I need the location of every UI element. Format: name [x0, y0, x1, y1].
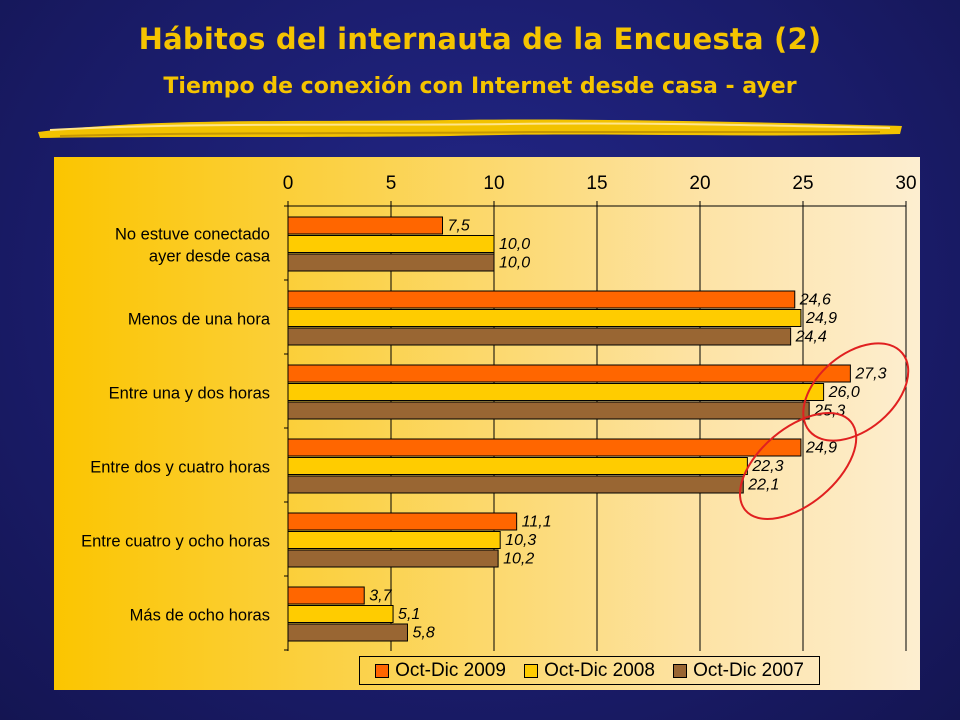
- bar: [287, 309, 802, 327]
- bar: [287, 549, 499, 568]
- data-label: 5,8: [412, 625, 434, 642]
- data-label: 27,3: [854, 366, 886, 383]
- legend-item-2009: Oct-Dic 2009: [375, 660, 506, 682]
- data-label: 10,0: [499, 255, 530, 272]
- bar-chart: 0 5 10 15 20 25 30 No estuve conectado ayer desd…: [81, 173, 917, 651]
- data-label: 11,1: [522, 514, 552, 531]
- category-label: Entre cuatro y ocho horas: [81, 532, 270, 550]
- highlight-ellipse: [738, 412, 858, 520]
- legend-label-2009: Oct-Dic 2009: [395, 659, 506, 681]
- bar: [287, 586, 365, 605]
- x-tick-label: 5: [386, 173, 397, 194]
- x-tick-label: 10: [483, 173, 504, 194]
- bar: [287, 290, 796, 309]
- x-tick-label: 25: [792, 173, 813, 194]
- bar: [287, 438, 802, 457]
- data-label: 24,4: [795, 329, 827, 346]
- data-label: 10,0: [499, 236, 530, 253]
- data-label: 10,3: [505, 532, 536, 549]
- bar: [287, 457, 748, 475]
- bar: [287, 623, 408, 642]
- data-label: 22,1: [747, 477, 779, 494]
- x-tick-label: 30: [895, 173, 916, 194]
- data-label: 26,0: [828, 384, 860, 401]
- highlight-ellipse: [802, 342, 910, 442]
- bar: [287, 605, 394, 623]
- decorative-brush-stroke: [38, 119, 902, 138]
- x-tick-label: 15: [586, 173, 607, 194]
- bar: [287, 383, 825, 401]
- data-label: 24,9: [805, 310, 837, 327]
- category-label: ayer desde casa: [149, 247, 271, 265]
- chart-legend: Oct-Dic 2009 Oct-Dic 2008 Oct-Dic 2007: [359, 656, 820, 685]
- legend-swatch-2008: [524, 663, 539, 678]
- data-label: 24,9: [805, 440, 837, 457]
- bar: [287, 475, 744, 494]
- bar: [287, 364, 851, 383]
- legend-label-2008: Oct-Dic 2008: [544, 659, 655, 681]
- bar: [287, 253, 495, 272]
- slide-subtitle: Tiempo de conexión con Internet desde ca…: [163, 74, 797, 99]
- category-label: Más de ocho horas: [130, 606, 270, 624]
- x-tick-label: 20: [689, 173, 710, 194]
- data-label: 7,5: [448, 218, 470, 235]
- bar: [287, 327, 792, 346]
- bar: [287, 531, 501, 549]
- bar: [287, 401, 810, 420]
- category-label: Menos de una hora: [128, 310, 271, 328]
- legend-swatch-2007: [673, 663, 688, 678]
- data-label: 3,7: [369, 588, 392, 605]
- category-label: Entre una y dos horas: [109, 384, 270, 402]
- data-label: 10,2: [503, 551, 534, 568]
- data-label: 24,6: [799, 292, 831, 309]
- category-label: No estuve conectado: [115, 225, 270, 243]
- data-label: 5,1: [398, 606, 420, 623]
- data-label: 25,3: [813, 403, 845, 420]
- data-label: 22,3: [751, 458, 783, 475]
- bar: [287, 216, 443, 235]
- slide-title: Hábitos del internauta de la Encuesta (2…: [138, 22, 822, 56]
- legend-swatch-2009: [375, 663, 390, 678]
- bar: [287, 512, 518, 531]
- legend-item-2008: Oct-Dic 2008: [524, 660, 655, 682]
- x-tick-label: 0: [283, 173, 294, 194]
- legend-item-2007: Oct-Dic 2007: [673, 660, 804, 682]
- chart-panel: 0 5 10 15 20 25 30 No estuve conectado ayer desd…: [54, 157, 920, 690]
- legend-label-2007: Oct-Dic 2007: [693, 659, 804, 681]
- category-label: Entre dos y cuatro horas: [90, 458, 270, 476]
- bar: [287, 235, 495, 253]
